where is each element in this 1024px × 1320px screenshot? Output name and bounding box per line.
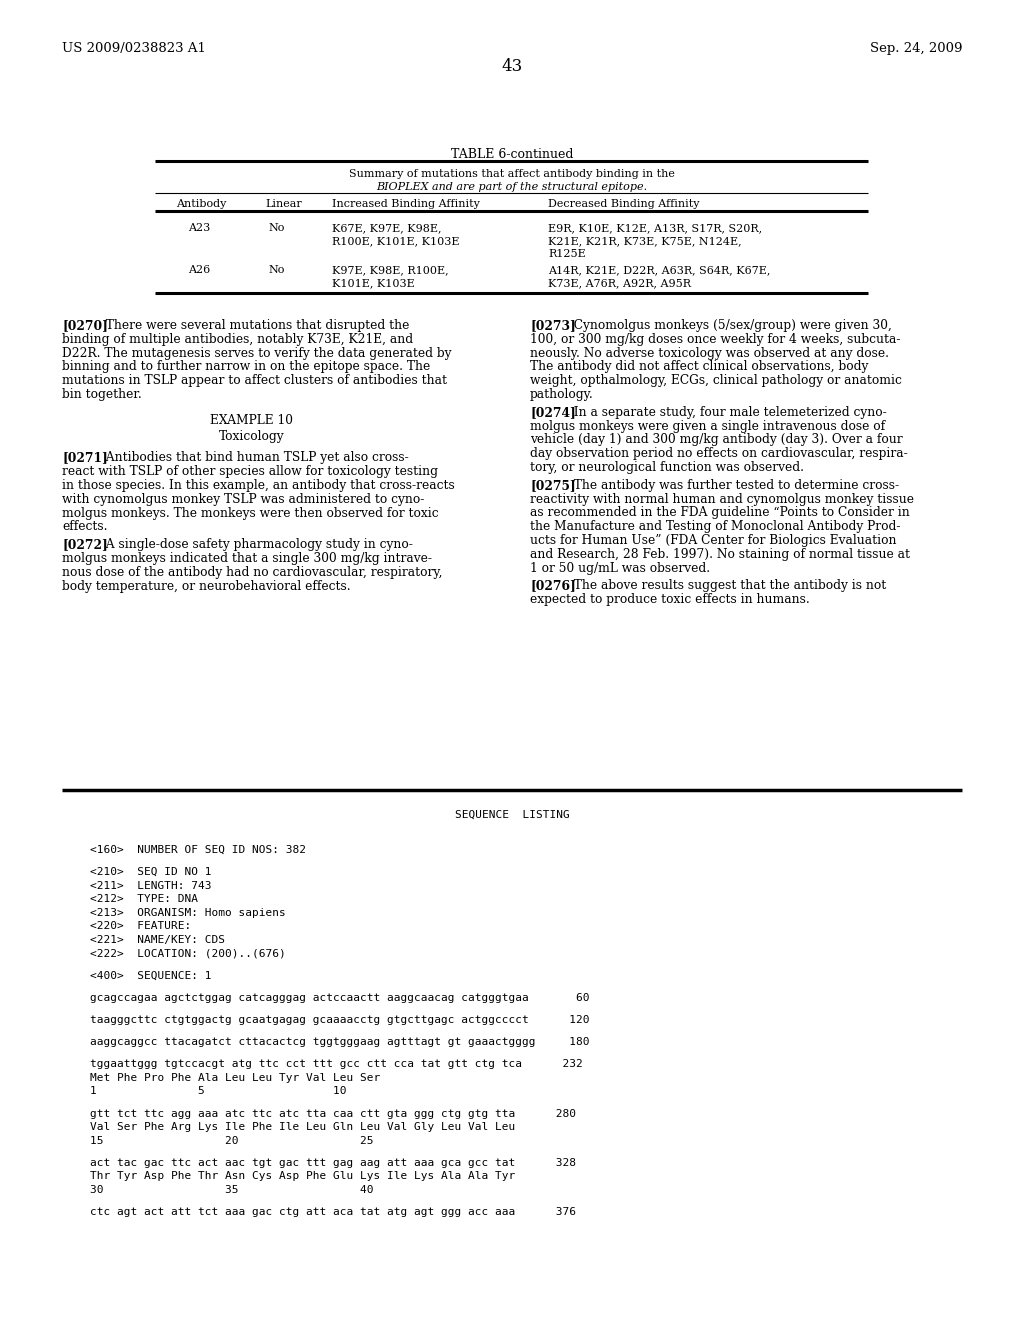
Text: K101E, K103E: K101E, K103E (332, 279, 415, 288)
Text: mutations in TSLP appear to affect clusters of antibodies that: mutations in TSLP appear to affect clust… (62, 374, 447, 387)
Text: <160>  NUMBER OF SEQ ID NOS: 382: <160> NUMBER OF SEQ ID NOS: 382 (90, 845, 306, 855)
Text: 43: 43 (502, 58, 522, 75)
Text: 15                  20                  25: 15 20 25 (90, 1135, 374, 1146)
Text: 1               5                   10: 1 5 10 (90, 1086, 346, 1097)
Text: In a separate study, four male telemeterized cyno-: In a separate study, four male telemeter… (566, 405, 887, 418)
Text: Sep. 24, 2009: Sep. 24, 2009 (869, 42, 962, 55)
Text: 100, or 300 mg/kg doses once weekly for 4 weeks, subcuta-: 100, or 300 mg/kg doses once weekly for … (530, 333, 900, 346)
Text: gtt tct ttc agg aaa atc ttc atc tta caa ctt gta ggg ctg gtg tta      280: gtt tct ttc agg aaa atc ttc atc tta caa … (90, 1109, 575, 1119)
Text: vehicle (day 1) and 300 mg/kg antibody (day 3). Over a four: vehicle (day 1) and 300 mg/kg antibody (… (530, 433, 902, 446)
Text: A single-dose safety pharmacology study in cyno-: A single-dose safety pharmacology study … (98, 539, 413, 552)
Text: [0276]: [0276] (530, 579, 575, 593)
Text: taagggcttc ctgtggactg gcaatgagag gcaaaacctg gtgcttgagc actggcccct      120: taagggcttc ctgtggactg gcaatgagag gcaaaac… (90, 1015, 590, 1024)
Text: with cynomolgus monkey TSLP was administered to cyno-: with cynomolgus monkey TSLP was administ… (62, 492, 424, 506)
Text: act tac gac ttc act aac tgt gac ttt gag aag att aaa gca gcc tat      328: act tac gac ttc act aac tgt gac ttt gag … (90, 1158, 575, 1168)
Text: Summary of mutations that affect antibody binding in the: Summary of mutations that affect antibod… (349, 169, 675, 180)
Text: tory, or neurological function was observed.: tory, or neurological function was obser… (530, 461, 804, 474)
Text: tggaattggg tgtccacgt atg ttc cct ttt gcc ctt cca tat gtt ctg tca      232: tggaattggg tgtccacgt atg ttc cct ttt gcc… (90, 1060, 583, 1069)
Text: body temperature, or neurobehavioral effects.: body temperature, or neurobehavioral eff… (62, 579, 350, 593)
Text: react with TSLP of other species allow for toxicology testing: react with TSLP of other species allow f… (62, 465, 438, 478)
Text: E9R, K10E, K12E, A13R, S17R, S20R,: E9R, K10E, K12E, A13R, S17R, S20R, (548, 223, 762, 234)
Text: as recommended in the FDA guideline “Points to Consider in: as recommended in the FDA guideline “Poi… (530, 507, 909, 519)
Text: D22R. The mutagenesis serves to verify the data generated by: D22R. The mutagenesis serves to verify t… (62, 347, 452, 359)
Text: Met Phe Pro Phe Ala Leu Leu Tyr Val Leu Ser: Met Phe Pro Phe Ala Leu Leu Tyr Val Leu … (90, 1073, 380, 1082)
Text: The antibody did not affect clinical observations, body: The antibody did not affect clinical obs… (530, 360, 868, 374)
Text: K97E, K98E, R100E,: K97E, K98E, R100E, (332, 265, 449, 275)
Text: A14R, K21E, D22R, A63R, S64R, K67E,: A14R, K21E, D22R, A63R, S64R, K67E, (548, 265, 770, 275)
Text: day observation period no effects on cardiovascular, respira-: day observation period no effects on car… (530, 447, 907, 461)
Text: K67E, K97E, K98E,: K67E, K97E, K98E, (332, 223, 441, 234)
Text: Linear: Linear (265, 199, 302, 209)
Text: EXAMPLE 10: EXAMPLE 10 (211, 413, 294, 426)
Text: 30                  35                  40: 30 35 40 (90, 1185, 374, 1195)
Text: ucts for Human Use” (FDA Center for Biologics Evaluation: ucts for Human Use” (FDA Center for Biol… (530, 535, 896, 546)
Text: No: No (268, 265, 285, 275)
Text: Antibodies that bind human TSLP yet also cross-: Antibodies that bind human TSLP yet also… (98, 451, 409, 465)
Text: and Research, 28 Feb. 1997). No staining of normal tissue at: and Research, 28 Feb. 1997). No staining… (530, 548, 910, 561)
Text: binding of multiple antibodies, notably K73E, K21E, and: binding of multiple antibodies, notably … (62, 333, 413, 346)
Text: R125E: R125E (548, 249, 586, 259)
Text: K73E, A76R, A92R, A95R: K73E, A76R, A92R, A95R (548, 279, 691, 288)
Text: [0270]: [0270] (62, 319, 108, 333)
Text: bin together.: bin together. (62, 388, 141, 401)
Text: Decreased Binding Affinity: Decreased Binding Affinity (548, 199, 699, 209)
Text: A23: A23 (188, 223, 210, 234)
Text: The antibody was further tested to determine cross-: The antibody was further tested to deter… (566, 479, 899, 492)
Text: expected to produce toxic effects in humans.: expected to produce toxic effects in hum… (530, 593, 810, 606)
Text: <213>  ORGANISM: Homo sapiens: <213> ORGANISM: Homo sapiens (90, 908, 286, 917)
Text: <400>  SEQUENCE: 1: <400> SEQUENCE: 1 (90, 970, 212, 981)
Text: pathology.: pathology. (530, 388, 594, 401)
Text: <212>  TYPE: DNA: <212> TYPE: DNA (90, 894, 198, 904)
Text: <211>  LENGTH: 743: <211> LENGTH: 743 (90, 880, 212, 891)
Text: K21E, K21R, K73E, K75E, N124E,: K21E, K21R, K73E, K75E, N124E, (548, 236, 741, 246)
Text: binning and to further narrow in on the epitope space. The: binning and to further narrow in on the … (62, 360, 430, 374)
Text: SEQUENCE  LISTING: SEQUENCE LISTING (455, 810, 569, 820)
Text: molgus monkeys indicated that a single 300 mg/kg intrave-: molgus monkeys indicated that a single 3… (62, 552, 432, 565)
Text: Toxicology: Toxicology (219, 429, 285, 442)
Text: 1 or 50 ug/mL was observed.: 1 or 50 ug/mL was observed. (530, 561, 710, 574)
Text: Val Ser Phe Arg Lys Ile Phe Ile Leu Gln Leu Val Gly Leu Val Leu: Val Ser Phe Arg Lys Ile Phe Ile Leu Gln … (90, 1122, 515, 1133)
Text: in those species. In this example, an antibody that cross-reacts: in those species. In this example, an an… (62, 479, 455, 492)
Text: [0271]: [0271] (62, 451, 108, 465)
Text: molgus monkeys were given a single intravenous dose of: molgus monkeys were given a single intra… (530, 420, 885, 433)
Text: No: No (268, 223, 285, 234)
Text: Increased Binding Affinity: Increased Binding Affinity (332, 199, 480, 209)
Text: [0274]: [0274] (530, 405, 575, 418)
Text: neously. No adverse toxicology was observed at any dose.: neously. No adverse toxicology was obser… (530, 347, 889, 359)
Text: weight, opthalmology, ECGs, clinical pathology or anatomic: weight, opthalmology, ECGs, clinical pat… (530, 374, 902, 387)
Text: the Manufacture and Testing of Monoclonal Antibody Prod-: the Manufacture and Testing of Monoclona… (530, 520, 900, 533)
Text: Cynomolgus monkeys (5/sex/group) were given 30,: Cynomolgus monkeys (5/sex/group) were gi… (566, 319, 892, 333)
Text: Thr Tyr Asp Phe Thr Asn Cys Asp Phe Glu Lys Ile Lys Ala Ala Tyr: Thr Tyr Asp Phe Thr Asn Cys Asp Phe Glu … (90, 1171, 515, 1181)
Text: <220>  FEATURE:: <220> FEATURE: (90, 921, 191, 931)
Text: There were several mutations that disrupted the: There were several mutations that disrup… (98, 319, 410, 333)
Text: Antibody: Antibody (176, 199, 226, 209)
Text: R100E, K101E, K103E: R100E, K101E, K103E (332, 236, 460, 246)
Text: <222>  LOCATION: (200)..(676): <222> LOCATION: (200)..(676) (90, 948, 286, 958)
Text: ctc agt act att tct aaa gac ctg att aca tat atg agt ggg acc aaa      376: ctc agt act att tct aaa gac ctg att aca … (90, 1208, 575, 1217)
Text: [0275]: [0275] (530, 479, 575, 492)
Text: BIOPLEX and are part of the structural epitope.: BIOPLEX and are part of the structural e… (377, 182, 647, 191)
Text: The above results suggest that the antibody is not: The above results suggest that the antib… (566, 579, 886, 593)
Text: [0272]: [0272] (62, 539, 108, 552)
Text: <210>  SEQ ID NO 1: <210> SEQ ID NO 1 (90, 867, 212, 876)
Text: [0273]: [0273] (530, 319, 575, 333)
Text: nous dose of the antibody had no cardiovascular, respiratory,: nous dose of the antibody had no cardiov… (62, 566, 442, 578)
Text: <221>  NAME/KEY: CDS: <221> NAME/KEY: CDS (90, 935, 225, 945)
Text: effects.: effects. (62, 520, 108, 533)
Text: TABLE 6-continued: TABLE 6-continued (451, 148, 573, 161)
Text: molgus monkeys. The monkeys were then observed for toxic: molgus monkeys. The monkeys were then ob… (62, 507, 438, 520)
Text: US 2009/0238823 A1: US 2009/0238823 A1 (62, 42, 206, 55)
Text: A26: A26 (188, 265, 210, 275)
Text: aaggcaggcc ttacagatct cttacactcg tggtgggaag agtttagt gt gaaactgggg     180: aaggcaggcc ttacagatct cttacactcg tggtggg… (90, 1038, 590, 1047)
Text: reactivity with normal human and cynomolgus monkey tissue: reactivity with normal human and cynomol… (530, 492, 914, 506)
Text: gcagccagaa agctctggag catcagggag actccaactt aaggcaacag catgggtgaa       60: gcagccagaa agctctggag catcagggag actccaa… (90, 993, 590, 1003)
